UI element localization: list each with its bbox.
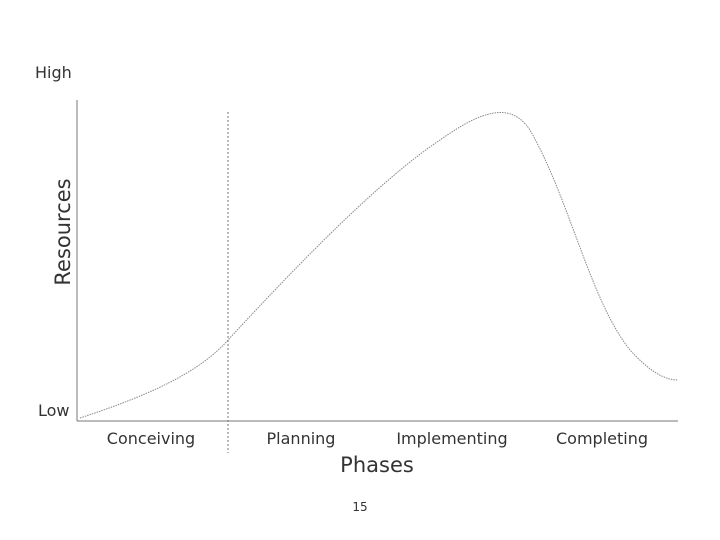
- phase-label: Implementing: [396, 429, 507, 448]
- page-number: 15: [352, 500, 367, 514]
- x-axis-title: Phases: [340, 453, 414, 477]
- phase-label: Completing: [556, 429, 648, 448]
- phase-label: Conceiving: [107, 429, 195, 448]
- y-bottom-label: Low: [38, 401, 70, 420]
- resource-curve: [79, 112, 679, 419]
- phase-label: Planning: [267, 429, 336, 448]
- y-axis-title: Resources: [51, 178, 75, 285]
- y-top-label: High: [35, 63, 72, 82]
